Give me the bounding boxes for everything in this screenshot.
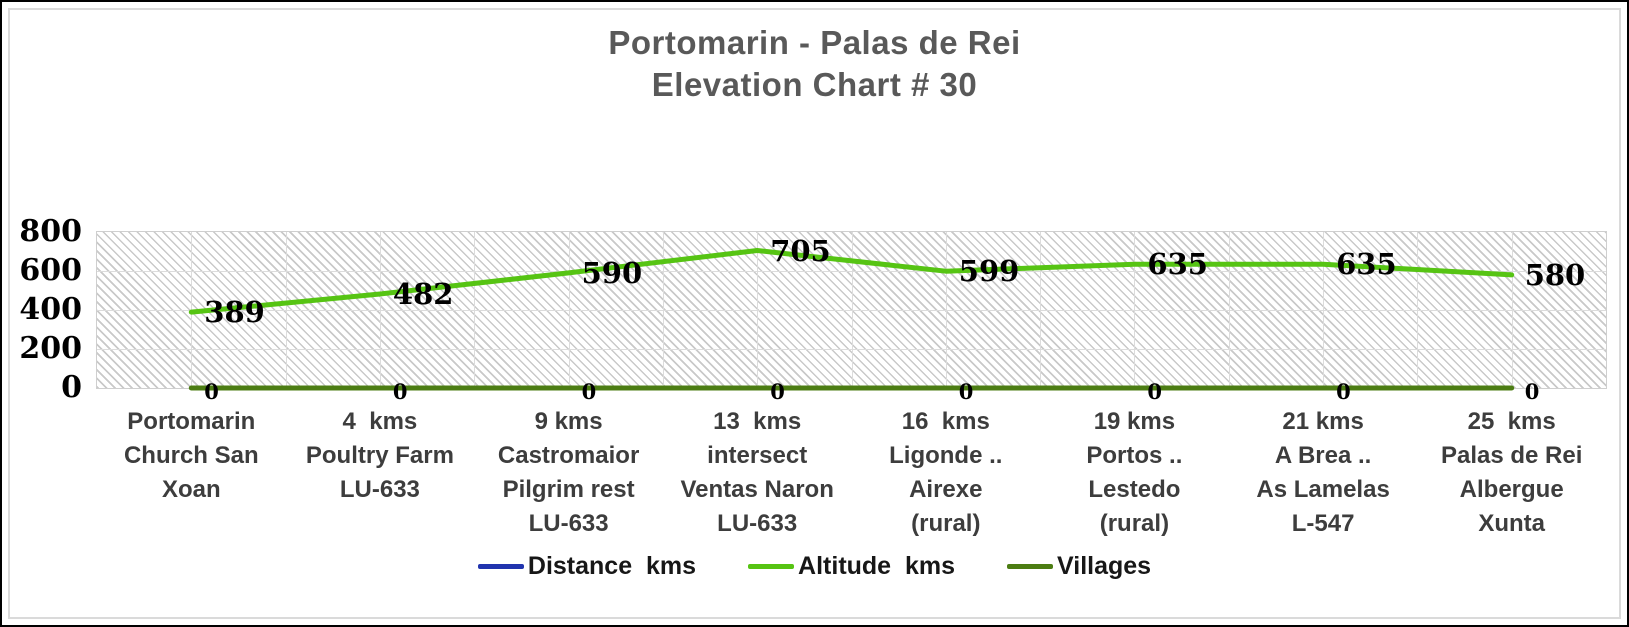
category-label: 21 kms A Brea .. As Lamelas L-547 [1256, 408, 1390, 537]
category-label: 9 kms Castromaior Pilgrim rest LU-633 [497, 408, 640, 537]
legend-item-distance-kms: Distance kms [477, 551, 697, 581]
villages-data-label: 0 [958, 379, 974, 404]
altitude-kms-data-label: 635 [1147, 247, 1208, 282]
gridline-horizontal [97, 310, 1606, 311]
category-label: 4 kms Poultry Farm LU-633 [305, 408, 454, 503]
y-tick-label: 600 [19, 253, 82, 288]
legend-item-villages: Villages [1007, 551, 1151, 581]
category-label: 25 kms Palas de Rei Albergue Xunta [1440, 408, 1583, 537]
x-axis-labels: Portomarin Church San Xoan 4 kms Poultry … [97, 405, 1606, 545]
y-tick-label: 0 [61, 370, 82, 405]
villages-data-label: 0 [1524, 379, 1540, 404]
y-tick-label: 200 [19, 331, 82, 366]
altitude-kms-data-label: 599 [958, 254, 1020, 289]
y-tick-label: 800 [19, 214, 82, 249]
legend-swatch-distance-kms [477, 563, 524, 569]
altitude-kms-data-label: 635 [1336, 247, 1397, 282]
legend-label: Distance kms [527, 552, 697, 580]
legend-label: Altitude kms [798, 552, 956, 580]
plot-area: 389 482 590 705 599 635 635 580 0 0 0 0 0 0 0 0 [96, 231, 1607, 403]
gridline-horizontal [97, 271, 1606, 272]
altitude-kms-data-label: 389 [204, 295, 265, 330]
villages-data-label: 0 [392, 379, 408, 404]
villages-data-label: 0 [581, 379, 597, 404]
legend-swatch-villages [1007, 563, 1054, 569]
legend-label: Villages [1057, 552, 1152, 580]
altitude-kms-data-label: 705 [770, 233, 831, 268]
y-axis: 0 200 400 600 800 [10, 2, 82, 625]
category-label: 13 kms intersect Ventas Naron LU-633 [680, 408, 834, 537]
villages-data-label: 0 [1147, 379, 1163, 404]
altitude-kms-line [188, 248, 1515, 315]
villages-data-label: 0 [770, 379, 785, 404]
legend-item-altitude-kms: Altitude kms [748, 551, 955, 581]
altitude-kms-data-label: 590 [581, 255, 643, 290]
category-label: 19 kms Portos .. Lestedo (rural) [1086, 408, 1183, 537]
chart-title-line1: Portomarin - Palas de Rei [608, 24, 1021, 61]
villages-data-label: 0 [1336, 379, 1351, 404]
altitude-kms-data-label: 580 [1524, 257, 1586, 292]
category-label: Portomarin Church San Xoan [123, 408, 259, 503]
y-tick-label: 400 [19, 292, 82, 327]
villages-data-label: 0 [204, 379, 219, 404]
legend: Distance kms Altitude kms Villages [2, 551, 1627, 581]
altitude-kms-data-label: 482 [392, 277, 454, 311]
legend-swatch-altitude-kms [748, 563, 795, 569]
chart-title: Portomarin - Palas de Rei Elevation Char… [2, 22, 1627, 106]
series-lines [188, 248, 1515, 391]
chart-title-line2: Elevation Chart # 30 [651, 66, 978, 103]
category-label: 16 kms Ligonde .. Airexe (rural) [889, 408, 1003, 537]
gridline-horizontal [97, 349, 1606, 350]
